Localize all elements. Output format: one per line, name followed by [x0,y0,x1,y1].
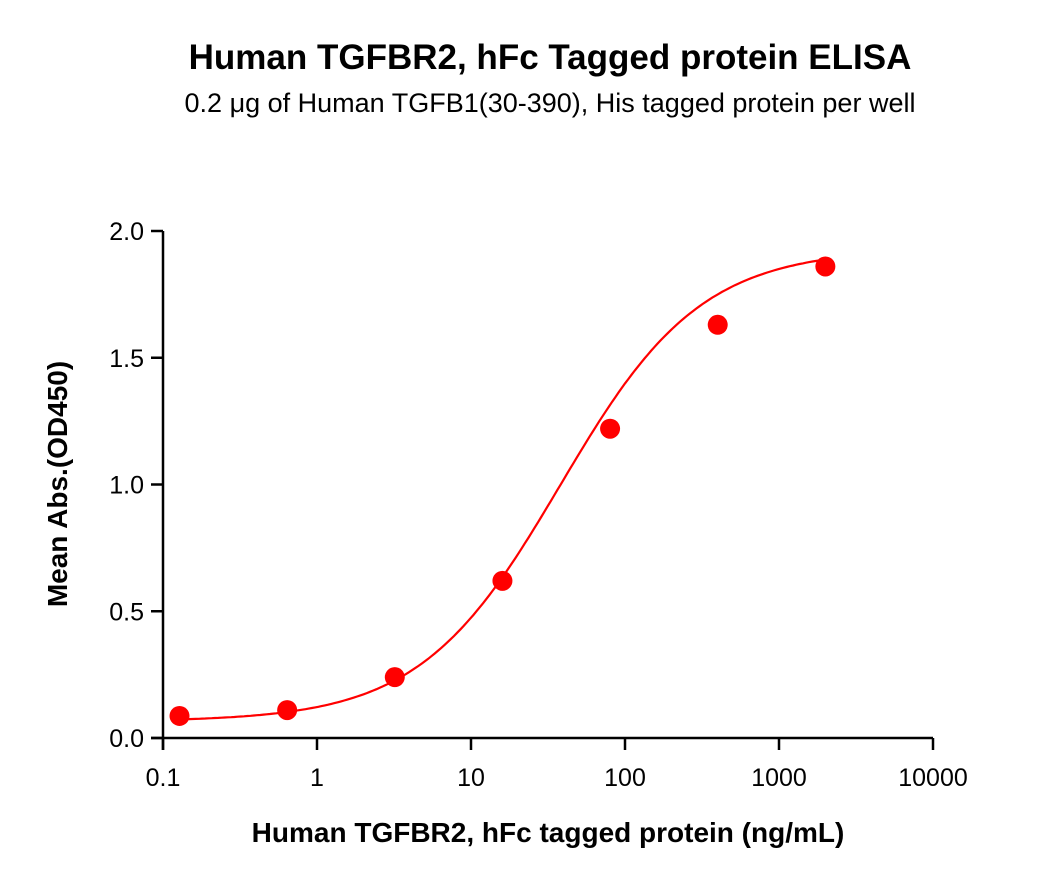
y-tick-label: 0.5 [109,598,144,626]
fit-curve [179,258,826,721]
x-axis-ticks: 0.1 1 10 100 1000 10000 [146,738,968,792]
x-tick-label: 10 [457,764,485,792]
x-tick-label: 100 [604,764,646,792]
data-point [277,700,298,721]
y-tick-label: 1.0 [109,472,144,500]
y-tick-label: 1.5 [109,345,144,373]
chart-title: Human TGFBR2, hFc Tagged protein ELISA [188,38,912,77]
data-point [169,705,190,726]
data-point [600,418,621,439]
data-point [384,667,405,688]
x-tick-label: 1 [310,764,324,792]
x-tick-label: 1000 [751,764,807,792]
data-point [707,314,728,335]
data-points [169,256,836,726]
y-axis-ticks: 0.0 0.5 1.0 1.5 2.0 [109,218,163,753]
chart-subtitle: 0.2 μg of Human TGFB1(30-390), His tagge… [184,88,916,118]
y-tick-label: 0.0 [109,725,144,753]
x-tick-label: 0.1 [146,764,181,792]
y-tick-label: 2.0 [109,218,144,246]
y-axis-title: Mean Abs.(OD450) [42,361,73,607]
data-point [492,570,513,591]
data-point [815,256,836,277]
x-axis-title: Human TGFBR2, hFc tagged protein (ng/mL) [252,817,845,848]
x-tick-label: 10000 [898,764,968,792]
axes [151,231,933,750]
